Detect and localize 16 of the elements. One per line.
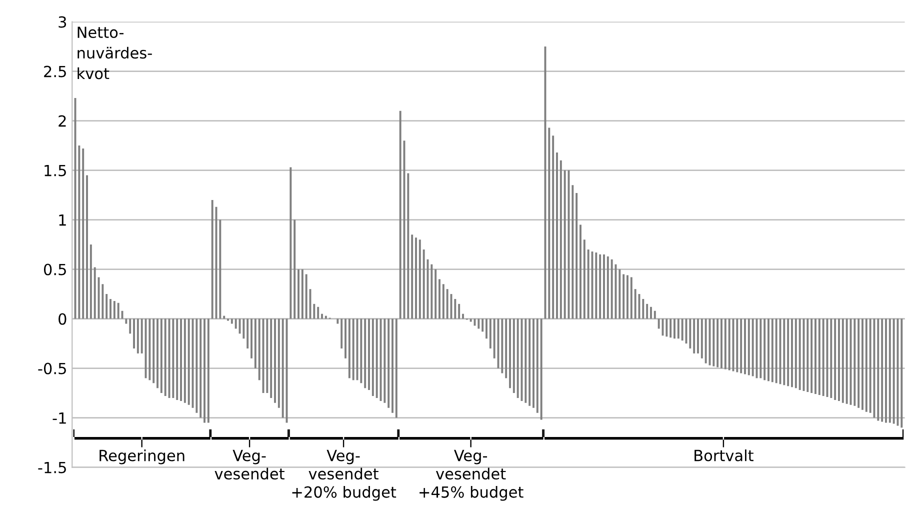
y-tick-label: 0.5 bbox=[44, 264, 66, 276]
annotation: Bortvalt bbox=[694, 449, 754, 462]
annotation: Veg- vesendet +20% budget bbox=[292, 450, 396, 501]
y-tick-label: 2 bbox=[58, 115, 66, 127]
y-tick-label: -1 bbox=[52, 412, 66, 424]
y-tick-label: 3 bbox=[58, 16, 66, 28]
y-tick-label: 0 bbox=[58, 313, 66, 325]
annotation: Veg- vesendet bbox=[214, 450, 284, 480]
y-tick-label: 2.5 bbox=[44, 66, 66, 78]
y-axis-title: Netto- nuvärdes- kvot bbox=[78, 26, 152, 80]
y-tick-label: 1.5 bbox=[44, 164, 66, 176]
y-tick-label: -0.5 bbox=[38, 362, 66, 374]
annotation: Veg- vesendet +45% budget bbox=[420, 450, 524, 501]
y-tick-label: 1 bbox=[59, 214, 66, 226]
y-tick-label: -1.5 bbox=[38, 462, 66, 474]
annotation: Regeringen bbox=[100, 449, 184, 464]
